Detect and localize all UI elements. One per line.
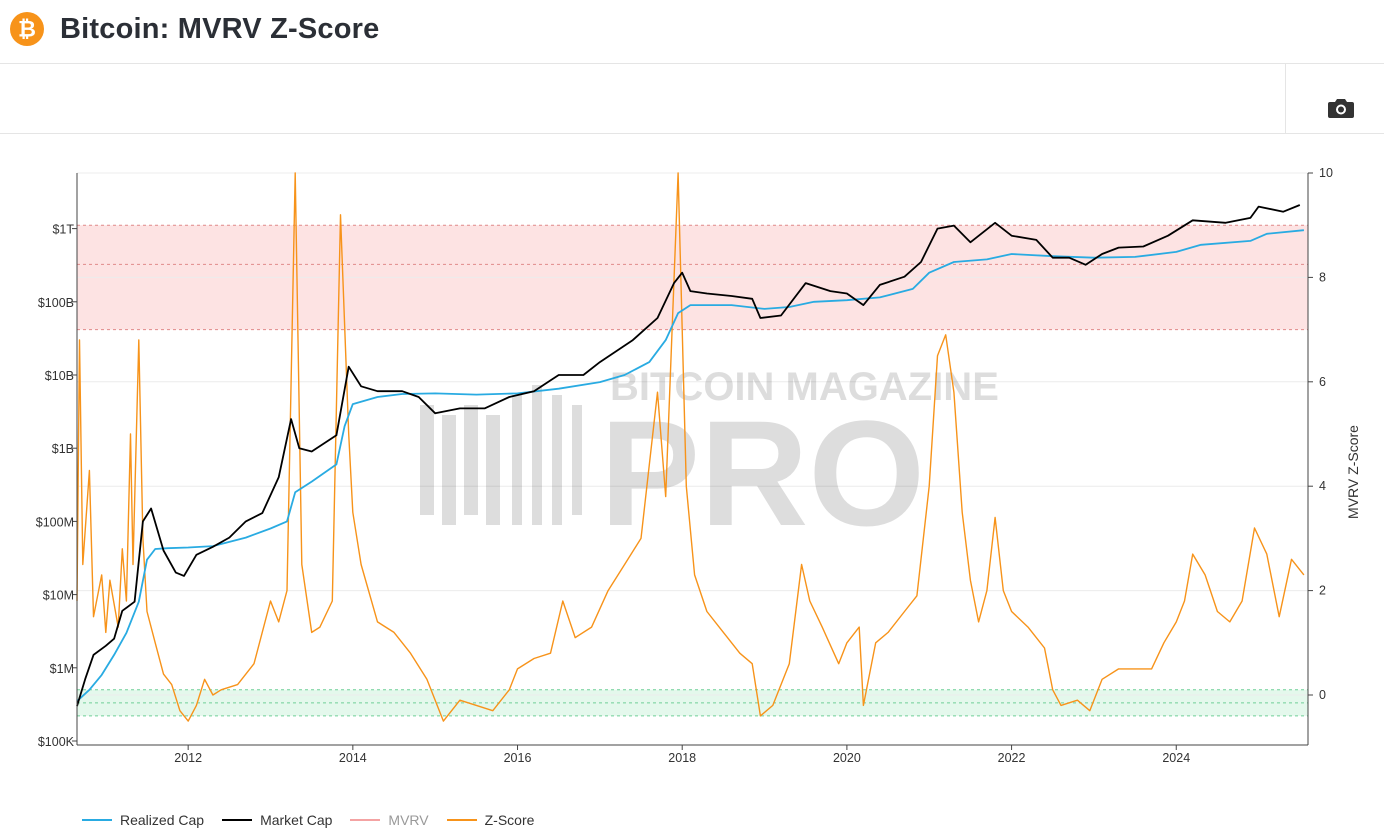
z-score-line — [76, 172, 1305, 722]
realized-cap-line — [76, 229, 1304, 702]
toolbar-divider — [1285, 64, 1286, 133]
legend-item-z-score[interactable]: Z-Score — [446, 809, 535, 831]
bitcoin-icon: ₿ — [10, 12, 44, 46]
chart-toolbar — [0, 64, 1384, 134]
axes: $100K $1M $10M $100M $1B $10B $100B $1T 0 2 4 6 8 10 2… — [36, 166, 1333, 765]
legend-swatch — [82, 819, 112, 821]
legend-label: MVRV — [388, 812, 429, 828]
x-axis-tick-label: 2022 — [998, 751, 1026, 765]
legend-label: Realized Cap — [120, 812, 205, 828]
mvrv-chart: BITCOIN MAGAZINE PRO $100K$1M$10M$100M$1… — [36, 166, 1361, 765]
x-axis-tick-label: 2020 — [833, 751, 861, 765]
gridlines — [77, 172, 1308, 696]
x-axis-tick-label: 2012 — [174, 751, 202, 765]
right-axis-tick-label: 8 — [1319, 270, 1326, 284]
left-axis-tick-label: $100M — [36, 515, 74, 529]
right-axis-tick-label: 4 — [1319, 479, 1326, 493]
legend-label: Market Cap — [260, 812, 333, 828]
legend-label: Z-Score — [484, 812, 535, 828]
right-axis-tick-label: 10 — [1319, 166, 1333, 180]
left-axis-tick-label: $100B — [38, 296, 74, 310]
legend-swatch — [222, 819, 253, 821]
x-axis-tick-label: 2014 — [339, 751, 367, 765]
market-cap-line — [76, 204, 1301, 707]
series-layer — [76, 172, 1305, 722]
x-axis-tick-label: 2024 — [1162, 751, 1190, 765]
legend-item-mvrv[interactable]: MVRV — [350, 809, 429, 831]
legend-swatch — [350, 819, 381, 821]
page-title: Bitcoin: MVRV Z-Score — [60, 13, 380, 45]
x-axis-tick-label: 2016 — [504, 751, 532, 765]
left-axis-tick-label: $10B — [45, 369, 74, 383]
legend-item-market-cap[interactable]: Market Cap — [222, 809, 332, 831]
right-axis-tick-label: 6 — [1319, 375, 1326, 389]
right-axis-label: MVRV Z-Score — [1345, 425, 1361, 519]
left-axis-tick-label: $10M — [43, 589, 74, 603]
svg-text:₿: ₿ — [18, 17, 36, 42]
page-header: ₿ Bitcoin: MVRV Z-Score — [0, 0, 1384, 64]
left-axis-tick-label: $1T — [52, 223, 74, 237]
watermark-logo — [420, 385, 582, 525]
camera-icon[interactable] — [1326, 96, 1356, 120]
left-axis-tick-label: $100K — [38, 735, 75, 749]
x-axis-tick-label: 2018 — [668, 751, 696, 765]
left-axis-tick-label: $1M — [50, 662, 74, 676]
legend-swatch — [446, 819, 477, 821]
chart-legend: Realized Cap Market Cap MVRV Z-Score — [82, 809, 552, 831]
right-axis-tick-label: 0 — [1319, 688, 1326, 702]
right-axis-tick-label: 2 — [1319, 584, 1326, 598]
left-axis-tick-label: $1B — [52, 442, 74, 456]
legend-item-realized-cap[interactable]: Realized Cap — [82, 809, 204, 831]
